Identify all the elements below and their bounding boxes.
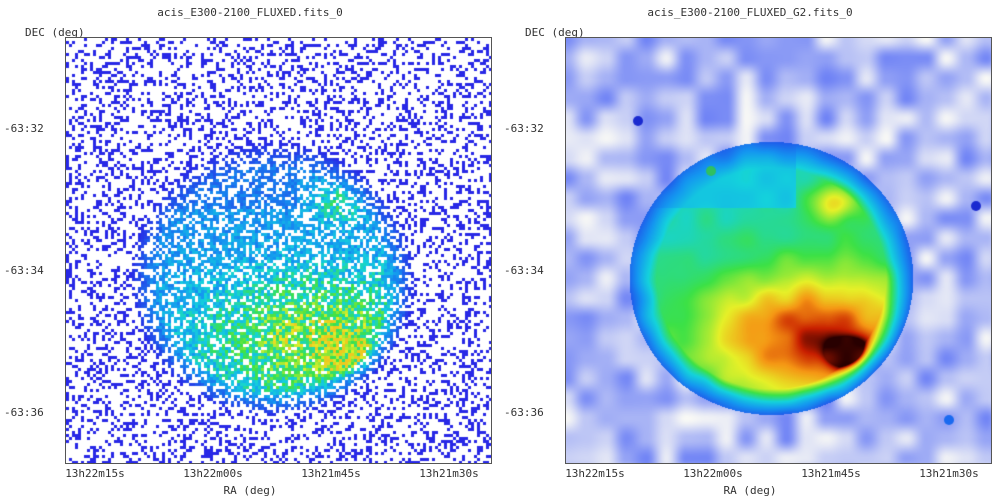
y-tick-label: -63:34 [504,264,544,277]
image-canvas-smoothed[interactable] [566,38,991,463]
y-axis-label: DEC (deg) [525,26,585,39]
y-tick-label: -63:34 [4,264,44,277]
x-tick-label: 13h22m00s [683,467,743,480]
x-tick-label: 13h22m15s [565,467,625,480]
y-tick-label: -63:36 [504,406,544,419]
image-panel-raw: acis_E300-2100_FLUXED.fits_0 DEC (deg) -… [4,6,492,497]
x-tick-label: 13h21m45s [801,467,861,480]
x-tick-label: 13h21m45s [301,467,361,480]
y-axis-label: DEC (deg) [25,26,85,39]
x-tick-label: 13h22m00s [183,467,243,480]
x-tick-label: 13h22m15s [65,467,125,480]
x-tick-label: 13h21m30s [419,467,479,480]
image-panel-smoothed: acis_E300-2100_FLUXED_G2.fits_0 DEC (deg… [500,0,1000,504]
y-tick-label: -63:32 [4,122,44,135]
panel-title: acis_E300-2100_FLUXED.fits_0 [157,6,343,19]
x-tick-label: 13h21m30s [919,467,979,480]
image-frame[interactable] [565,37,992,464]
y-tick-label: -63:32 [504,122,544,135]
image-frame[interactable] [65,37,492,464]
panel-title: acis_E300-2100_FLUXED_G2.fits_0 [647,6,853,19]
image-canvas-raw[interactable] [66,38,491,463]
y-tick-label: -63:36 [4,406,44,419]
x-axis-label: RA (deg) [723,484,777,497]
x-axis-label: RA (deg) [223,484,277,497]
